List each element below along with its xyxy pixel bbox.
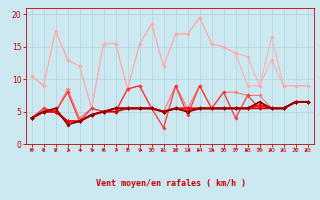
Text: Vent moyen/en rafales ( km/h ): Vent moyen/en rafales ( km/h ) [96,180,246,188]
